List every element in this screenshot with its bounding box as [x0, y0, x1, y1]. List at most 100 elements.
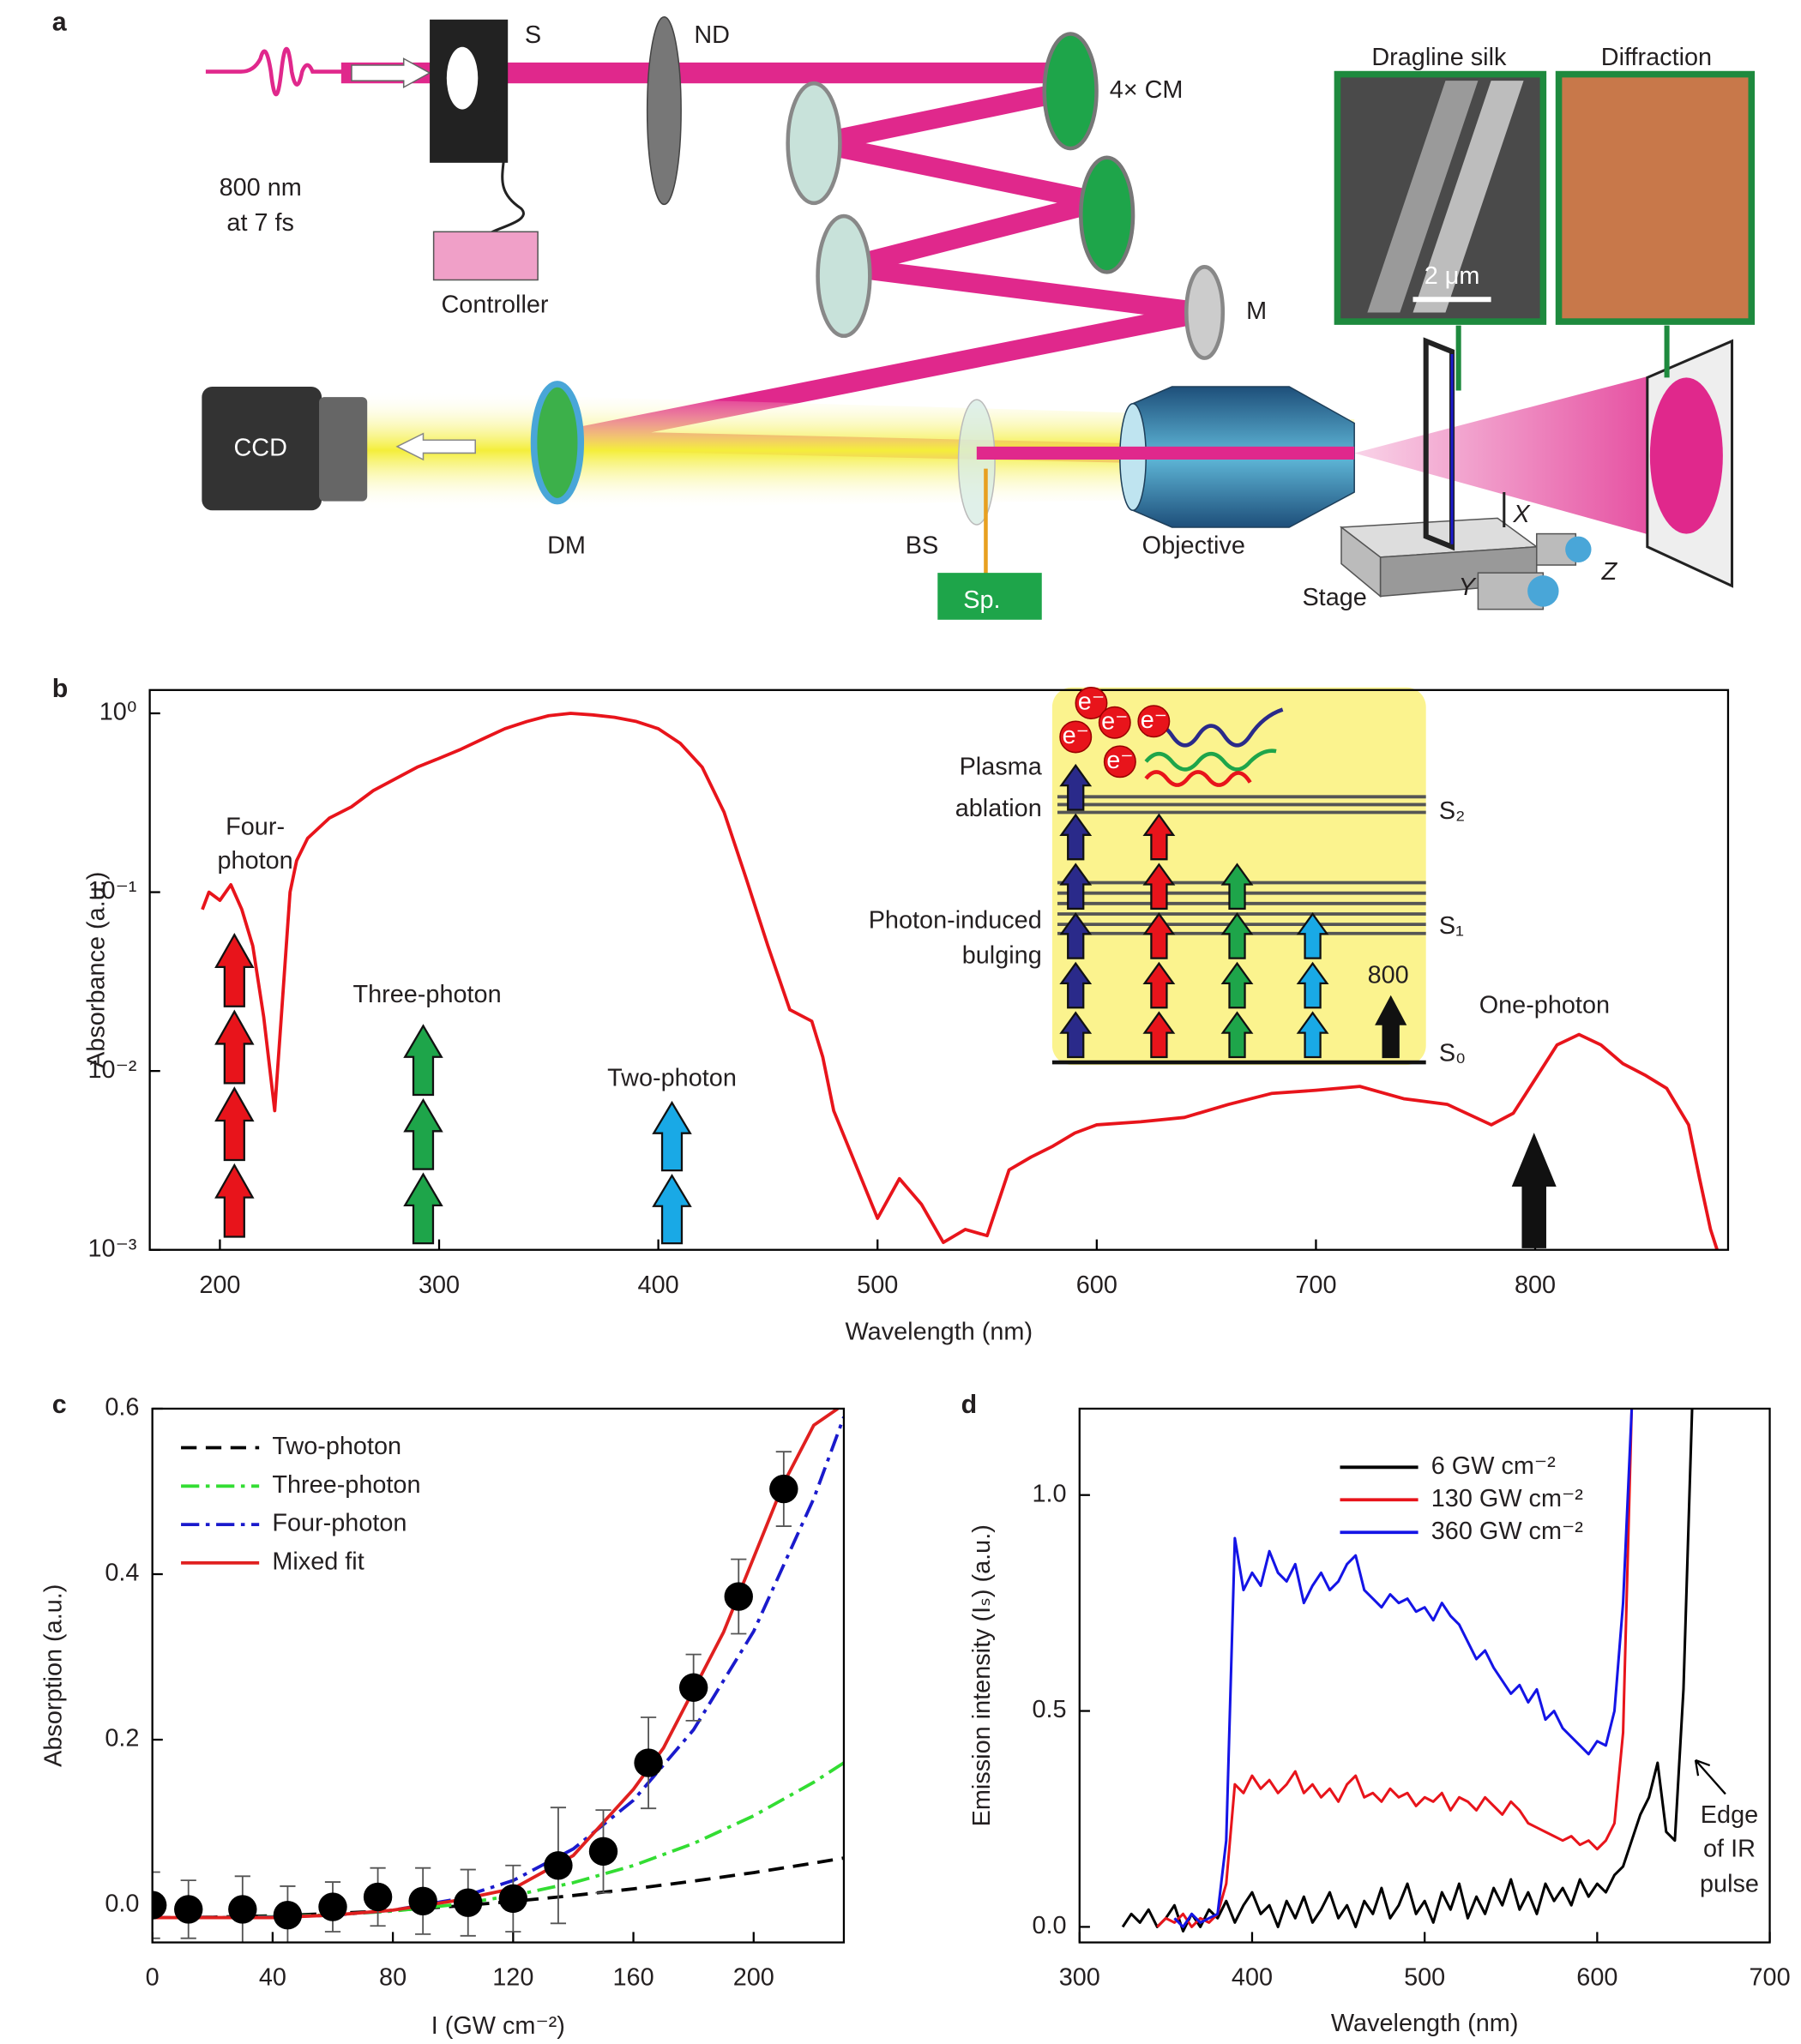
mirror	[1042, 32, 1099, 151]
plot-area	[152, 1408, 844, 1943]
photon-arrow	[214, 1009, 255, 1085]
error-bar	[152, 1871, 160, 1939]
stage-knob	[1565, 536, 1592, 562]
data-point	[363, 1882, 393, 1912]
photon-arrow	[1220, 912, 1254, 959]
data-point	[318, 1892, 347, 1921]
y-tick-label: 0.2	[105, 1725, 139, 1752]
data-point	[678, 1673, 708, 1702]
x-tick-label: 200	[733, 1964, 774, 1992]
y-axis-label: Emission intensity (Iₛ) (a.u.)	[968, 1524, 996, 1826]
x-tick-label: 400	[1232, 1964, 1273, 1992]
emission-wave	[1144, 748, 1277, 772]
y-tick-label: 10⁰	[99, 699, 137, 726]
stage	[1340, 526, 1382, 598]
cable	[487, 110, 525, 236]
emission-glow	[364, 390, 1355, 511]
electron-label: e⁻	[1141, 706, 1167, 734]
annotation: One-photon	[1479, 991, 1610, 1019]
annotation: pulse	[1700, 1870, 1759, 1897]
annotation-arrow	[1694, 1758, 1726, 1795]
level-label: S₀	[1439, 1040, 1466, 1067]
x-tick-label: 800	[1515, 1271, 1556, 1299]
y-tick-label: 0.0	[105, 1891, 139, 1918]
y-tick-label: 10⁻³	[88, 1235, 137, 1262]
label: Dragline silk	[1371, 44, 1507, 71]
data-line	[1156, 1408, 1634, 1928]
photon-arrow	[1296, 1011, 1329, 1059]
mirror	[1079, 155, 1135, 274]
data-point	[454, 1888, 483, 1917]
label: ND	[694, 21, 730, 49]
y-axis-label: Absorbance (a.u.)	[83, 872, 111, 1068]
controller	[432, 231, 539, 281]
legend-label: 6 GW cm⁻²	[1431, 1452, 1556, 1480]
level-label: S₁	[1439, 912, 1464, 940]
data-point	[228, 1895, 257, 1924]
label: Z	[1601, 558, 1618, 586]
panel-label: b	[52, 675, 69, 703]
x-tick-label: 400	[638, 1271, 679, 1299]
label: Y	[1459, 574, 1477, 601]
photon-arrow	[1142, 863, 1176, 911]
stage-knob	[1527, 575, 1559, 607]
y-tick-label: 10⁻¹	[88, 877, 137, 905]
photon-arrow	[1059, 1011, 1093, 1059]
setup-diagram: a S Controller 800 nm at 7 fs ND 4× CM M…	[52, 8, 1756, 620]
photon-arrow	[1220, 961, 1254, 1009]
x-axis-label: Wavelength (nm)	[1331, 2010, 1519, 2037]
y-tick-label: 10⁻²	[88, 1056, 137, 1084]
data-point	[273, 1900, 303, 1930]
electron-label: e⁻	[1078, 688, 1105, 716]
photon-arrow	[403, 1097, 443, 1170]
x-tick-label: 300	[1059, 1964, 1100, 1992]
data-point	[174, 1895, 203, 1924]
photon-arrow	[652, 1173, 692, 1245]
plot-frame	[148, 688, 1730, 1251]
diffraction-spot	[1649, 377, 1723, 534]
chart: b 200 300 400 500 600 700 800 10⁰ 10⁻¹ 10⁻² 10⁻³ Wav…	[52, 675, 1730, 1346]
mirror	[1184, 265, 1226, 360]
beam-splitter	[957, 399, 996, 526]
plot-area	[201, 712, 1719, 1250]
annotation: Two-photon	[607, 1064, 737, 1091]
photon-arrow	[1142, 1011, 1176, 1059]
label: S	[525, 21, 541, 49]
nd-filter	[646, 16, 682, 206]
inset-label: 800	[1368, 961, 1409, 989]
electron-label: e⁻	[1101, 707, 1128, 735]
x-tick-label: 80	[379, 1964, 407, 1992]
mirror	[786, 81, 842, 206]
electron	[1059, 720, 1093, 754]
inset-label: Photon-induced	[869, 907, 1042, 935]
chart: c 0 40 80 120 160 200 0.0 0.2 0.4 0.6 I (GW cm⁻²) Ab…	[39, 1391, 846, 2040]
photon-arrow	[214, 1086, 255, 1162]
chart: d 300 400 500 600 700 0.0 0.5 1.0 Wavelength (nm)…	[961, 1391, 1791, 2037]
x-tick-label: 600	[1076, 1271, 1117, 1299]
photon-arrow	[1511, 1133, 1557, 1248]
photon-arrow	[1059, 912, 1093, 959]
x-tick-label: 160	[612, 1964, 654, 1992]
photon-arrow	[403, 1024, 443, 1097]
arrow	[395, 432, 476, 461]
photon-arrow	[214, 932, 255, 1007]
x-tick-label: 500	[857, 1271, 898, 1299]
legend-label: 130 GW cm⁻²	[1431, 1485, 1583, 1512]
emission-wave	[1144, 707, 1284, 748]
data-line	[1173, 1408, 1634, 1928]
x-tick-label: 0	[146, 1964, 160, 1992]
annotation: Three-photon	[352, 981, 501, 1008]
y-tick-label: 0.6	[105, 1394, 139, 1422]
plot-frame	[151, 1407, 846, 1944]
photon-arrow	[1059, 863, 1093, 911]
photon-arrow	[403, 1172, 443, 1245]
data-point	[769, 1474, 798, 1504]
x-tick-label: 40	[259, 1964, 286, 1992]
legend-label: Two-photon	[272, 1433, 401, 1460]
y-tick-label: 0.4	[105, 1560, 139, 1587]
legend-label: Four-photon	[272, 1510, 407, 1537]
data-point	[634, 1748, 663, 1777]
fit-line	[152, 1408, 840, 1920]
photon-arrow	[1059, 763, 1093, 811]
